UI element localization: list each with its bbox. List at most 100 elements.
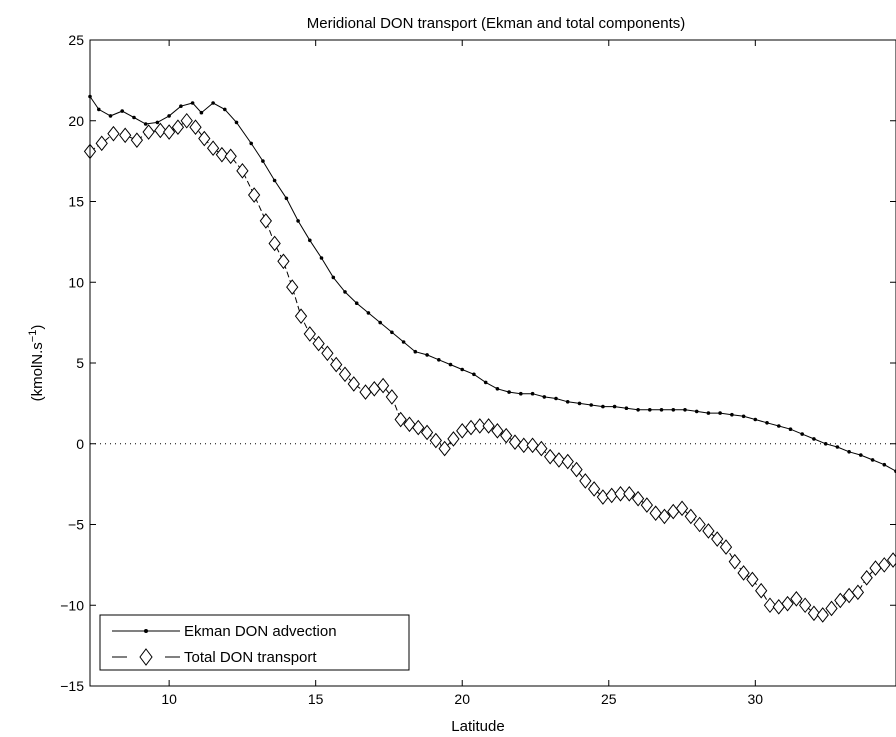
- series-total-point: [605, 487, 618, 504]
- y-tick-label: −5: [68, 517, 84, 533]
- series-ekman-point: [108, 114, 113, 118]
- series-total-point: [702, 523, 715, 539]
- series-total-point: [215, 146, 229, 163]
- series-total-point: [658, 508, 671, 525]
- series-ekman-point: [659, 408, 664, 412]
- series-total-point: [755, 582, 768, 599]
- legend-total-diamond-marker: [139, 648, 153, 666]
- series-total-point: [561, 453, 574, 470]
- series-ekman-point: [565, 400, 570, 404]
- series-total-point: [763, 597, 777, 614]
- series-total-point: [816, 607, 829, 623]
- series-ekman-point: [401, 340, 406, 344]
- series-total-point: [420, 424, 434, 441]
- series-ekman-point: [167, 114, 171, 118]
- series-ekman-point: [425, 353, 429, 357]
- x-tick-label: 10: [161, 691, 177, 707]
- series-total-point: [851, 584, 865, 601]
- series-total-point: [130, 132, 144, 148]
- series-ekman-point: [823, 442, 828, 446]
- series-total-point: [385, 389, 399, 405]
- series-ekman-point: [554, 396, 558, 401]
- series-ekman-point: [97, 107, 101, 112]
- x-tick-label: 20: [454, 691, 470, 707]
- series-total-point: [189, 119, 202, 136]
- series-ekman-point: [179, 104, 183, 108]
- y-tick-label: 5: [76, 355, 84, 371]
- series-total-point: [544, 448, 557, 465]
- series-ekman-point: [812, 437, 816, 441]
- series-total-point: [95, 135, 108, 152]
- y-tick-label: −15: [60, 678, 84, 694]
- legend-total-label: Total DON transport: [184, 649, 317, 666]
- series-ekman-point: [730, 412, 734, 417]
- x-tick-label: 25: [601, 691, 617, 707]
- chart-title: Meridional DON transport (Ekman and tota…: [307, 15, 686, 32]
- series-total-point: [614, 486, 627, 502]
- series-total-point: [447, 431, 460, 447]
- series-ekman-line: [89, 96, 896, 472]
- series-total-point: [198, 130, 211, 147]
- series-ekman-point: [671, 408, 676, 412]
- series-total-point: [719, 539, 733, 555]
- axis-ticks: −15 −10 −5 0 5 10 15 20 25 10 15 20 25 30: [60, 32, 896, 707]
- series-ekman-point: [694, 409, 699, 414]
- series-ekman-point: [308, 238, 312, 243]
- series-ekman-point: [234, 120, 239, 125]
- series-total-point: [224, 148, 237, 165]
- series-total-point: [347, 376, 360, 392]
- series-total-point: [473, 418, 486, 434]
- series-ekman-point: [223, 107, 227, 112]
- y-tick-label: 15: [68, 194, 84, 210]
- series-ekman-point: [378, 320, 383, 325]
- series-ekman-point: [835, 445, 840, 449]
- series-total-point: [684, 508, 697, 525]
- series-total-point: [303, 326, 316, 342]
- series-ekman-point: [777, 424, 781, 428]
- series-ekman-point: [460, 367, 465, 372]
- series-total-point: [247, 187, 261, 203]
- series-total-point: [675, 500, 689, 517]
- series-total-point: [737, 565, 750, 581]
- series-total-point: [438, 440, 451, 457]
- legend: Ekman DON advection Total DON transport: [99, 614, 410, 671]
- series-ekman-point: [636, 408, 640, 412]
- series-total-point: [171, 119, 185, 136]
- series-total-point: [878, 557, 891, 573]
- series-total-point: [640, 497, 654, 513]
- series-ekman-point: [530, 391, 535, 396]
- series-total-point: [746, 571, 759, 588]
- y-axis-title-superscript: −1: [27, 330, 39, 343]
- series-ekman-point: [495, 387, 500, 391]
- x-tick-label: 15: [308, 691, 324, 707]
- x-tick-label: 30: [748, 691, 764, 707]
- series-ekman-point: [519, 391, 523, 396]
- series-ekman-point: [437, 358, 441, 362]
- series-total-point: [570, 461, 583, 478]
- series-ekman-point: [577, 401, 582, 406]
- series-ekman-point: [706, 411, 711, 415]
- series-total-point: [807, 605, 821, 622]
- series-ekman-point: [800, 432, 804, 436]
- series-ekman-point: [718, 411, 722, 415]
- series-total-point: [294, 308, 308, 324]
- series-total-point: [631, 490, 645, 507]
- y-axis-title-main: (kmolN.s: [29, 342, 46, 401]
- series-ekman-point: [120, 109, 124, 113]
- series-ekman-point: [261, 159, 265, 163]
- series-total-point: [500, 427, 513, 444]
- y-tick-label: 0: [76, 436, 84, 452]
- series-total-point: [623, 486, 636, 502]
- series-ekman-point: [284, 196, 289, 201]
- series-ekman-point: [319, 256, 324, 260]
- series-total-point: [456, 423, 469, 439]
- series-total-point: [587, 481, 601, 497]
- series-total-point: [535, 440, 548, 457]
- series-total-point: [596, 489, 610, 505]
- y-tick-label: 25: [68, 32, 84, 48]
- x-axis-title: Latitude: [451, 718, 504, 735]
- plot-frame: [89, 39, 896, 687]
- legend-box: [99, 614, 410, 671]
- series-ekman-point: [366, 311, 371, 315]
- series-ekman-point: [331, 275, 336, 280]
